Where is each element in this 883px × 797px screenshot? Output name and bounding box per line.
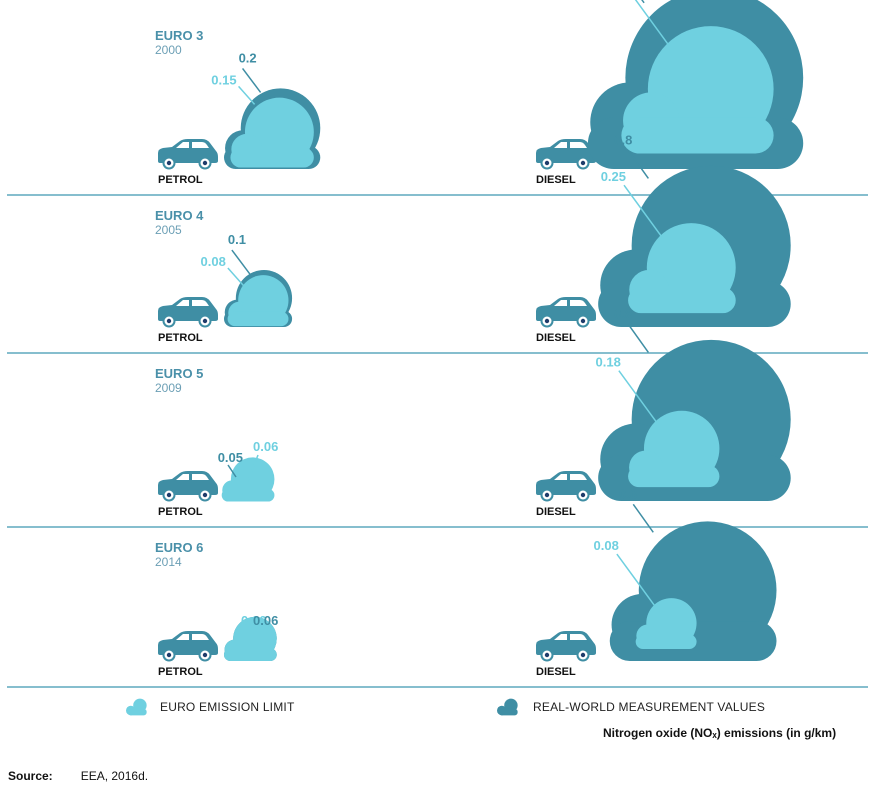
petrol-label: PETROL — [158, 506, 203, 518]
diesel-real-value: 0.8 — [614, 132, 632, 147]
diesel-limit-leader — [634, 0, 670, 47]
petrol-limit-value: 0.08 — [201, 254, 226, 269]
petrol-real-leader — [241, 67, 262, 93]
petrol-limit-leader — [227, 267, 245, 287]
diesel-real-leader — [627, 323, 649, 353]
diesel-real-leader — [627, 149, 649, 179]
petrol-real-leader — [231, 249, 251, 275]
petrol-limit-cloud — [227, 275, 289, 327]
petrol-car-icon — [158, 631, 218, 662]
petrol-car-icon — [158, 471, 218, 502]
petrol-limit-leader — [238, 85, 256, 105]
diesel-car-icon — [536, 139, 596, 170]
diesel-limit-cloud — [621, 26, 774, 154]
petrol-car-icon — [158, 139, 218, 170]
source-line: Source: EEA, 2016d. — [8, 769, 148, 783]
source-text: EEA, 2016d. — [80, 769, 149, 783]
diesel-real-value: 0.8 — [614, 306, 632, 321]
diesel-car-icon — [536, 471, 596, 502]
row-year: 2009 — [155, 381, 182, 395]
diesel-label: DIESEL — [536, 332, 576, 344]
units-note: Nitrogen oxide (NOₓ) emissions (in g/km) — [603, 726, 837, 740]
legend-real-label: REAL-WORLD MEASUREMENT VALUES — [533, 700, 766, 714]
petrol-label: PETROL — [158, 174, 203, 186]
diesel-limit-leader — [616, 553, 656, 607]
petrol-limit-leader — [247, 454, 259, 482]
petrol-label: PETROL — [158, 666, 203, 678]
petrol-real-value: 0.1 — [228, 232, 246, 247]
diesel-limit-cloud — [635, 598, 697, 650]
legend-limit-swatch — [126, 698, 147, 716]
petrol-limit-cloud — [224, 616, 277, 661]
petrol-real-value: 0.2 — [239, 50, 257, 65]
diesel-car-icon — [536, 631, 596, 662]
diesel-label: DIESEL — [536, 174, 576, 186]
source-label: Source: — [8, 769, 53, 783]
diesel-limit-cloud — [628, 410, 720, 488]
diesel-real-value: 0.6 — [619, 486, 637, 501]
petrol-limit-value: 0.06 — [241, 613, 266, 628]
legend-limit-label: EURO EMISSION LIMIT — [160, 700, 295, 714]
petrol-limit-value: 0.15 — [211, 72, 236, 87]
petrol-label: PETROL — [158, 332, 203, 344]
diesel-limit-value: 0.08 — [594, 538, 619, 553]
diesel-limit-cloud — [628, 223, 736, 314]
petrol-limit-cloud — [230, 97, 314, 168]
petrol-car-icon — [158, 297, 218, 328]
diesel-label: DIESEL — [536, 506, 576, 518]
petrol-limit-value: 0.06 — [253, 439, 278, 454]
diesel-limit-value: 0.18 — [596, 355, 621, 370]
petrol-real-leader — [227, 464, 237, 478]
row-standard: EURO 6 — [155, 540, 203, 555]
row-year: 2005 — [155, 223, 182, 237]
row-year: 2014 — [155, 555, 182, 569]
row-year: 2000 — [155, 43, 182, 57]
petrol-limit-cloud — [221, 457, 275, 502]
diesel-limit-leader — [618, 370, 658, 424]
diesel-car-icon — [536, 297, 596, 328]
row-standard: EURO 3 — [155, 28, 203, 43]
petrol-real-value: 0.06 — [253, 613, 278, 628]
diesel-real-leader — [632, 503, 654, 533]
diesel-limit-leader — [623, 184, 663, 238]
row-standard: EURO 5 — [155, 366, 203, 381]
legend-real-swatch — [497, 698, 518, 716]
diesel-real-leader — [641, 0, 645, 4]
diesel-limit-value: 0.25 — [601, 169, 626, 184]
row-standard: EURO 4 — [155, 208, 204, 223]
diesel-label: DIESEL — [536, 666, 576, 678]
petrol-real-value: 0.05 — [218, 450, 243, 465]
